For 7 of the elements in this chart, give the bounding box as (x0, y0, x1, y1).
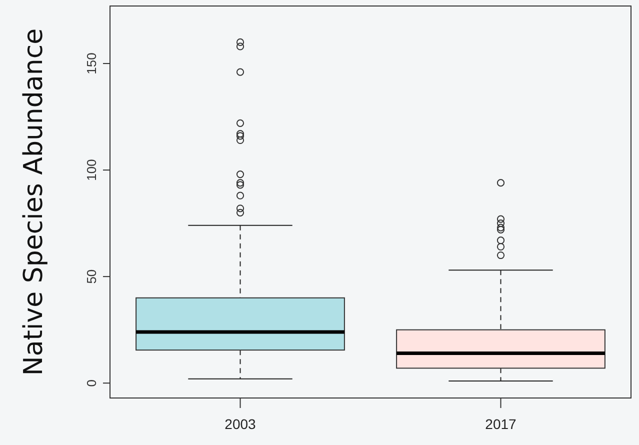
y-tick-label: 50 (84, 269, 99, 284)
y-tick-label: 0 (84, 379, 99, 387)
x-tick-label: 2017 (485, 416, 517, 432)
y-axis-title: Native Species Abundance (19, 28, 49, 376)
y-tick-label: 100 (84, 159, 99, 181)
y-tick-label: 150 (84, 52, 99, 74)
x-tick-label: 2003 (224, 416, 256, 432)
